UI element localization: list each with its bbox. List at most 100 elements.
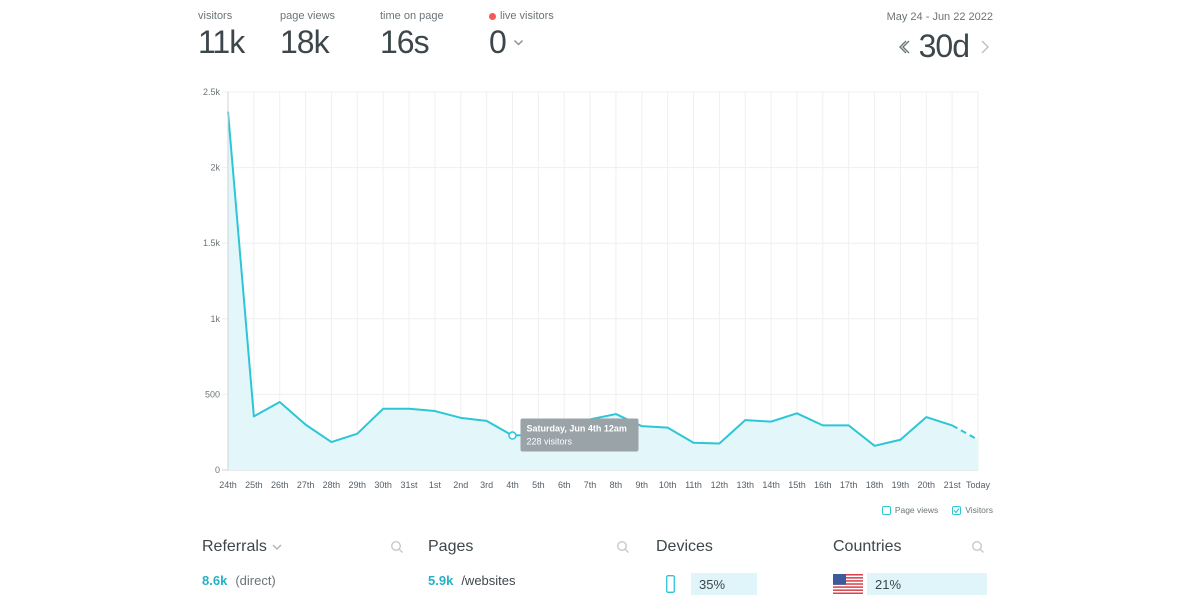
x-tick-label: 19th bbox=[892, 480, 910, 490]
y-tick-label: 0 bbox=[215, 465, 220, 475]
data-point[interactable] bbox=[897, 437, 903, 443]
x-tick-label: 29th bbox=[349, 480, 367, 490]
chevron-left-icon[interactable] bbox=[895, 37, 911, 57]
data-point[interactable] bbox=[768, 419, 774, 425]
stat-value: 18k bbox=[280, 24, 330, 60]
data-point[interactable] bbox=[406, 406, 412, 412]
panel-title: Pages bbox=[428, 538, 474, 555]
referral-row[interactable]: 8.6k (direct) bbox=[202, 573, 276, 588]
data-point[interactable] bbox=[923, 414, 929, 420]
x-tick-label: 2nd bbox=[453, 480, 468, 490]
tooltip-title: Saturday, Jun 4th 12am bbox=[526, 424, 626, 434]
referral-count: 8.6k bbox=[202, 573, 228, 588]
country-percent: 21% bbox=[875, 576, 902, 592]
data-point[interactable] bbox=[846, 422, 852, 428]
data-point[interactable] bbox=[458, 415, 464, 421]
visitors-line-partial bbox=[951, 424, 979, 441]
x-tick-label: 24th bbox=[219, 480, 237, 490]
x-tick-label: 21st bbox=[944, 480, 962, 490]
x-tick-label: 8th bbox=[610, 480, 623, 490]
device-percent: 35% bbox=[699, 576, 726, 592]
referral-source: (direct) bbox=[235, 573, 276, 588]
x-tick-label: 30th bbox=[374, 480, 392, 490]
stat-value: 0 bbox=[489, 24, 507, 60]
stat-time-on-page: time on page 16s bbox=[380, 10, 444, 61]
panel-title: Devices bbox=[656, 538, 713, 555]
data-point[interactable] bbox=[820, 422, 826, 428]
data-point[interactable] bbox=[691, 440, 697, 446]
data-point[interactable] bbox=[354, 431, 360, 437]
range-control: 30d bbox=[895, 28, 993, 65]
data-point[interactable] bbox=[380, 406, 386, 412]
y-tick-label: 1k bbox=[210, 314, 220, 324]
search-icon[interactable] bbox=[971, 540, 985, 554]
chevron-right-icon[interactable] bbox=[977, 37, 993, 57]
x-tick-label: 18th bbox=[866, 480, 884, 490]
x-tick-label: 11th bbox=[685, 480, 702, 490]
page-row[interactable]: 5.9k /websites bbox=[428, 573, 516, 588]
data-point[interactable] bbox=[639, 423, 645, 429]
checkbox-checked-icon[interactable] bbox=[952, 505, 962, 515]
x-tick-label: 13th bbox=[736, 480, 754, 490]
x-tick-label: 17th bbox=[840, 480, 858, 490]
data-point[interactable] bbox=[484, 418, 490, 424]
data-point[interactable] bbox=[716, 441, 722, 447]
mobile-phone-icon bbox=[666, 575, 675, 593]
stat-value: 16s bbox=[380, 24, 430, 60]
stat-value: 11k bbox=[198, 24, 245, 60]
x-tick-label: 20th bbox=[918, 480, 936, 490]
data-point[interactable] bbox=[328, 439, 334, 445]
checkbox-unchecked-icon[interactable] bbox=[881, 505, 891, 515]
x-tick-label: 7th bbox=[584, 480, 597, 490]
page-path: /websites bbox=[461, 573, 516, 588]
country-percent-bar: 21% bbox=[867, 573, 987, 595]
x-tick-label: 10th bbox=[659, 480, 677, 490]
data-point[interactable] bbox=[742, 417, 748, 423]
y-tick-label: 500 bbox=[205, 389, 220, 399]
legend-item-page-views[interactable]: Page views bbox=[881, 505, 939, 515]
stat-visitors: visitors 11k bbox=[198, 10, 245, 61]
search-icon[interactable] bbox=[616, 540, 630, 554]
data-point[interactable] bbox=[949, 422, 955, 428]
tooltip-box bbox=[520, 418, 639, 452]
x-tick-label: 4th bbox=[506, 480, 519, 490]
x-tick-label: 12th bbox=[711, 480, 729, 490]
country-row[interactable]: 21% bbox=[833, 573, 987, 595]
stat-label: visitors bbox=[198, 10, 233, 22]
x-tick-label: 5th bbox=[532, 480, 545, 490]
x-tick-label: 9th bbox=[636, 480, 649, 490]
legend-label: Visitors bbox=[965, 505, 993, 515]
data-point[interactable] bbox=[432, 408, 438, 414]
tooltip-value: 228 visitors bbox=[526, 437, 572, 447]
x-tick-label: 1st bbox=[429, 480, 442, 490]
x-tick-label: 15th bbox=[788, 480, 806, 490]
x-tick-label: Today bbox=[966, 480, 991, 490]
search-icon[interactable] bbox=[390, 540, 404, 554]
chevron-down-icon[interactable] bbox=[512, 36, 525, 49]
legend-item-visitors[interactable]: Visitors bbox=[952, 505, 993, 515]
device-row[interactable]: 35% bbox=[666, 573, 757, 595]
stat-label: page views bbox=[280, 10, 336, 22]
data-point[interactable] bbox=[303, 422, 309, 428]
x-tick-label: 6th bbox=[558, 480, 571, 490]
pages-panel: Pages 5.9k /websites bbox=[428, 538, 630, 588]
data-point[interactable] bbox=[277, 399, 283, 405]
countries-panel: Countries 21% bbox=[833, 538, 1033, 595]
data-point[interactable] bbox=[613, 411, 619, 417]
data-point[interactable] bbox=[794, 410, 800, 416]
stat-label: live visitors bbox=[500, 10, 554, 22]
panel-title: Referrals bbox=[202, 538, 267, 555]
x-tick-label: 3rd bbox=[480, 480, 493, 490]
panel-title: Countries bbox=[833, 538, 902, 555]
referrals-panel: Referrals 8.6k (direct) bbox=[202, 538, 404, 588]
data-point[interactable] bbox=[975, 437, 981, 443]
data-point[interactable] bbox=[251, 413, 257, 419]
range-value[interactable]: 30d bbox=[918, 28, 970, 64]
x-tick-label: 25th bbox=[245, 480, 263, 490]
data-point[interactable] bbox=[665, 425, 671, 431]
stat-live-visitors[interactable]: live visitors 0 bbox=[489, 10, 554, 61]
data-point[interactable] bbox=[872, 443, 878, 449]
legend-label: Page views bbox=[894, 505, 939, 515]
chevron-down-icon[interactable] bbox=[270, 540, 284, 554]
chart-legend: Page views Visitors bbox=[881, 505, 993, 515]
